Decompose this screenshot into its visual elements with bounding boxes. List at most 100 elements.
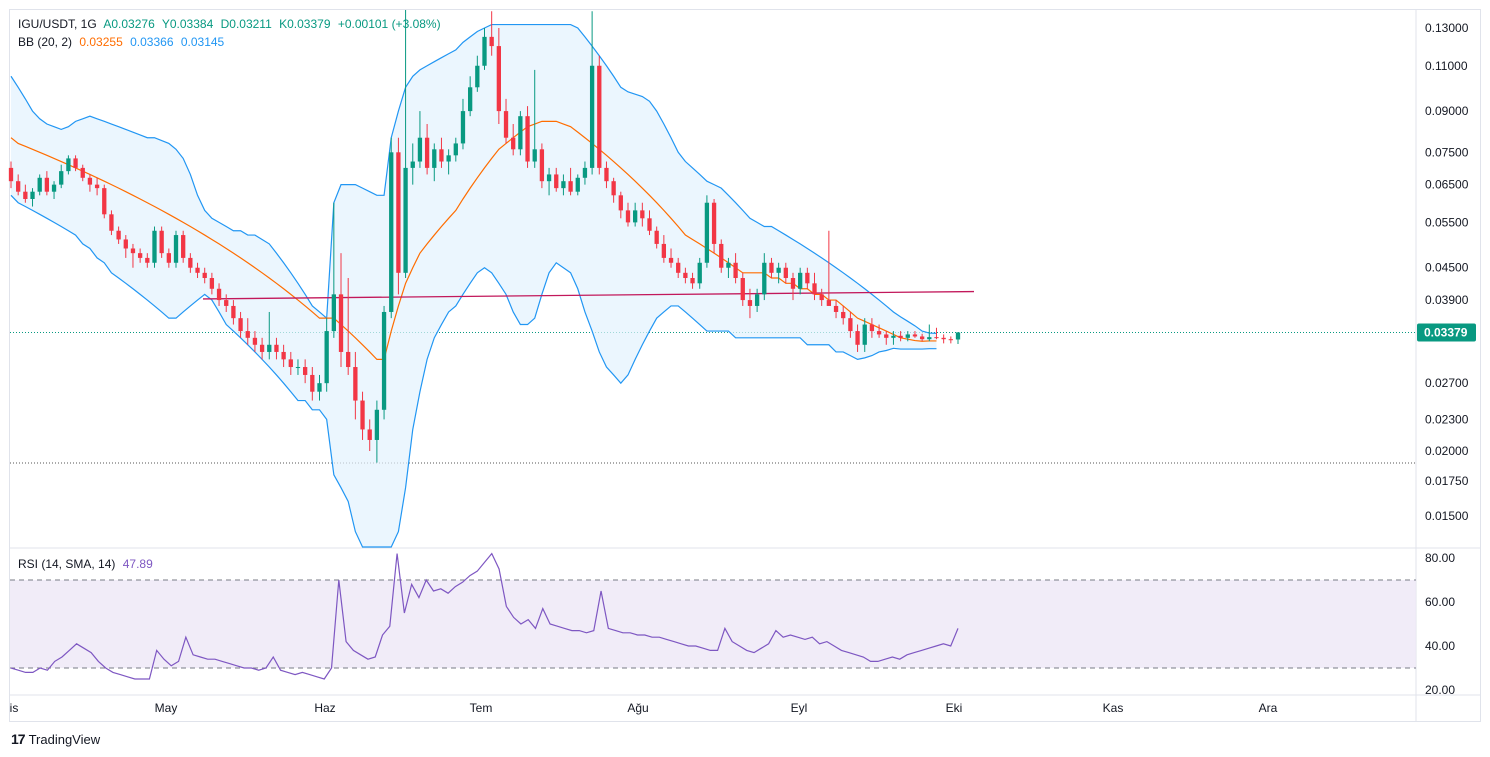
bb-basis-value: 0.03255	[79, 35, 123, 49]
rsi-line	[10, 552, 959, 680]
bb-upper-value: 0.03366	[130, 35, 174, 49]
price-tick-label: 0.05500	[1425, 215, 1469, 229]
candle-body	[417, 137, 423, 162]
candle-body	[338, 294, 344, 352]
candle-body	[661, 243, 667, 258]
candle-body	[424, 137, 430, 168]
candle-body	[898, 335, 903, 338]
candle-body	[711, 202, 717, 244]
candle-body	[381, 311, 387, 410]
candle-body	[181, 235, 186, 258]
candle-body	[44, 177, 50, 192]
candle-body	[80, 167, 85, 178]
axis-layer: 0.13000 0.11000 0.09000 0.07500 0.06500 0.055…	[10, 21, 1476, 715]
candle-body	[633, 210, 638, 223]
candle-body	[876, 331, 882, 335]
candle-body	[310, 374, 315, 392]
rsi-legend[interactable]: RSI (14, SMA, 14) 47.89	[18, 557, 157, 571]
candle-body	[546, 174, 552, 182]
candles-layer	[8, 10, 961, 463]
candle-body	[676, 262, 681, 273]
candle-body	[130, 248, 136, 254]
candle-body	[511, 137, 516, 150]
change-value: +0.00101 (+3.08%)	[337, 17, 441, 31]
candle-body	[604, 167, 609, 182]
candle-body	[912, 334, 918, 337]
candle-body	[439, 149, 444, 162]
candle-body	[403, 167, 408, 273]
high-value: Y0.03384	[161, 17, 214, 31]
candle-body	[518, 116, 523, 150]
candle-body	[654, 230, 659, 244]
price-tick-label: 0.06500	[1425, 178, 1469, 192]
candle-body	[389, 152, 394, 312]
candle-body	[625, 210, 631, 223]
time-tick-label: Haz	[314, 701, 335, 715]
candle-body	[783, 267, 788, 279]
candle-body	[188, 257, 193, 268]
candle-body	[862, 324, 867, 345]
candle-body	[231, 305, 236, 319]
candle-body	[195, 267, 200, 273]
tradingview-logo[interactable]: 17 TradingView	[11, 731, 100, 747]
candle-body	[848, 318, 853, 332]
rsi-tick-label: 20.00	[1425, 683, 1455, 697]
candle-body	[460, 111, 466, 144]
candle-body	[747, 300, 753, 306]
candle-body	[726, 262, 731, 268]
price-tick-label: 0.04500	[1425, 261, 1469, 275]
symbol-label[interactable]: IGU/USDT, 1G	[18, 17, 97, 31]
candle-body	[30, 191, 35, 199]
bollinger-lower-line	[10, 194, 937, 548]
rsi-value: 47.89	[122, 557, 153, 571]
candle-body	[790, 278, 796, 289]
price-tick-label: 0.01750	[1425, 474, 1469, 488]
open-value: A0.03276	[103, 17, 155, 31]
bollinger-legend[interactable]: BB (20, 2) 0.03255 0.03366 0.03145	[18, 35, 228, 49]
candle-body	[346, 351, 351, 368]
candle-body	[589, 65, 595, 168]
candle-body	[826, 300, 832, 306]
symbol-legend[interactable]: IGU/USDT, 1G A0.03276 Y0.03384 D0.03211 …	[18, 17, 445, 31]
price-tick-label: 0.13000	[1425, 21, 1469, 35]
candle-body	[561, 181, 566, 189]
candle-body	[295, 367, 301, 369]
candle-body	[23, 191, 28, 199]
bb-label[interactable]: BB (20, 2)	[18, 35, 73, 49]
candle-body	[819, 294, 824, 301]
candle-body	[152, 230, 157, 263]
candle-body	[109, 214, 114, 231]
candle-body	[955, 332, 961, 340]
candle-body	[410, 161, 415, 168]
candle-body	[618, 195, 623, 211]
time-tick-label: Tem	[470, 701, 493, 715]
last-price-badge	[1417, 323, 1476, 342]
candle-body	[374, 409, 380, 440]
candle-body	[798, 272, 803, 289]
candle-body	[841, 311, 846, 319]
candle-body	[934, 337, 939, 339]
candle-body	[446, 155, 451, 162]
candle-body	[216, 288, 222, 301]
price-tick-label: 0.07500	[1425, 145, 1469, 159]
candle-body	[94, 184, 100, 189]
candle-body	[754, 294, 760, 306]
trendline-layer	[202, 290, 975, 300]
candle-body	[919, 336, 925, 340]
time-tick-label: May	[155, 701, 178, 715]
candle-body	[568, 181, 573, 192]
rsi-label[interactable]: RSI (14, SMA, 14)	[18, 557, 116, 571]
candle-body	[353, 367, 358, 401]
candle-body	[224, 300, 229, 306]
candle-body	[690, 278, 695, 284]
candle-body	[116, 230, 121, 240]
rsi-band-fill	[10, 580, 1416, 668]
rsi-tick-label: 80.00	[1425, 551, 1455, 565]
candle-body	[891, 335, 896, 338]
tradingview-mark-icon: 17	[11, 731, 26, 747]
price-tick-label: 0.09000	[1425, 104, 1469, 118]
candle-body	[267, 344, 272, 352]
candle-body	[159, 230, 164, 254]
bollinger-bands-layer	[10, 23, 937, 548]
